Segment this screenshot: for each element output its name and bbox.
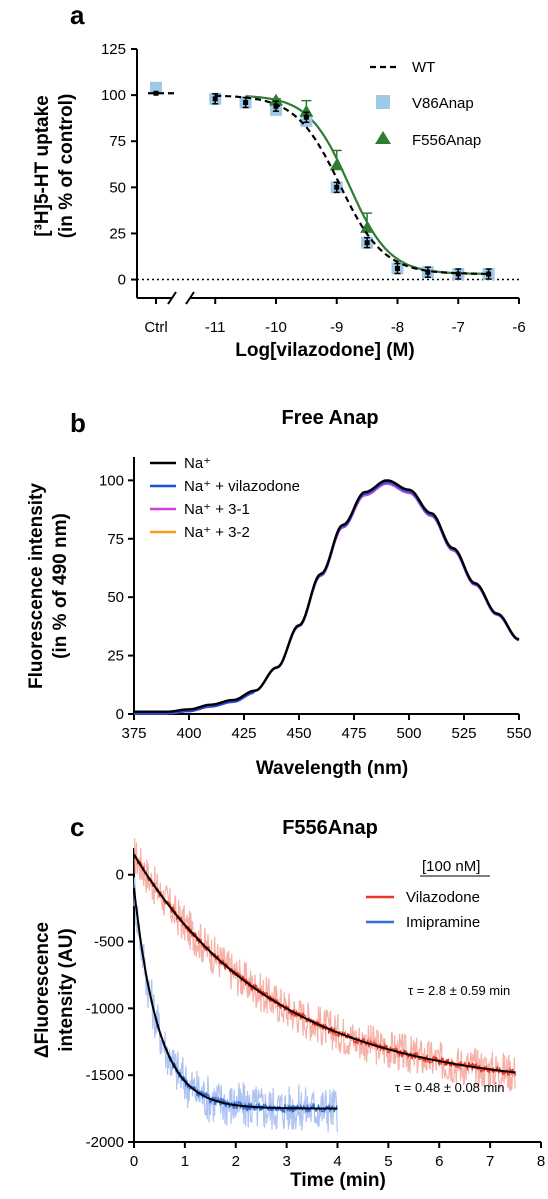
panel-b-xtick-label: 475 [341,725,366,742]
panel-c-trace-1 [133,884,338,1114]
panel-b-ytick-label: 75 [107,531,124,548]
panel-c-ytick-label: 0 [116,867,124,884]
panel-c-error-band-0 [133,837,517,1092]
panel-a-fit-wt [215,94,489,275]
panel-c-fit-1 [133,887,337,1110]
panel-b-ylabel-line2: (in % of 490 nm) [50,513,71,659]
panel-c-error-band-1 [133,877,338,1133]
panel-a-point-wt [364,240,370,246]
panel-a-ytick-label: 100 [101,87,126,104]
panel-b-xtick-label: 400 [176,725,201,742]
panel-c-xtick-label: 4 [333,1153,341,1170]
panel-c-trace-0 [133,853,517,1077]
panel-c-legend-label-0: Vilazodone [406,889,480,906]
panel-a-xtick-label: -8 [391,319,404,336]
panel-c-xtick-label: 6 [435,1153,443,1170]
panel-b-xtick-label: 525 [451,725,476,742]
panel-c-xtick-label: 3 [282,1153,290,1170]
panel-b-legend-label-3: Na⁺ + 3-2 [184,524,250,541]
panel-c-xtick-label: 8 [537,1153,545,1170]
panel-a-point-f556anap [360,220,375,233]
panel-a-legend-label-v86anap: V86Anap [412,95,474,112]
panel-b-ytick-label: 25 [107,648,124,665]
panel-b-line-series-0 [134,479,520,713]
panel-c-xlabel: Time (min) [290,1170,386,1191]
panel-a-xlabel: Log[vilazodone] (M) [235,340,414,361]
panel-a-point-wt [243,99,249,105]
panel-b: b Free Anap Fluorescence intensity (in %… [26,407,532,779]
panel-a-ytick-label: 125 [101,41,126,58]
panel-a-ctrl-point-wt [153,90,159,96]
panel-b-xtick-label: 450 [286,725,311,742]
panel-a-ylabel-line1: [³H]5-HT uptake [32,95,53,236]
panel-b-ytick-label: 50 [107,589,124,606]
panel-c-legend-header: [100 nM] [422,858,480,875]
panel-c-xtick-label: 1 [181,1153,189,1170]
panel-a-xtick-label: -10 [265,319,287,336]
panel-b-ytick-label: 0 [116,706,124,723]
panel-a-xtick-label: -6 [512,319,525,336]
panel-c-annotation-vilazodone: τ = 2.8 ± 0.59 min [408,983,510,998]
panel-a-ytick-label: 75 [109,133,126,150]
panel-a-ctrl-tick: Ctrl [144,319,167,336]
panel-c-ytick-label: -1500 [86,1067,124,1084]
panel-a-point-f556anap [329,158,344,171]
panel-a-ytick-label: 50 [109,179,126,196]
panel-a-legend-label-f556anap: F556Anap [412,132,481,149]
panel-a-legend-label-wt: WT [412,59,435,76]
panel-a-ctrl-point-v86anap [150,81,162,94]
panel-c-fit-0 [133,854,516,1074]
panel-c-ylabel-line2: intensity (AU) [56,928,77,1052]
panel-b-legend-label-1: Na⁺ + vilazodone [184,478,300,495]
panel-a-point-wt [334,184,340,190]
panel-a-xtick-label: -9 [330,319,343,336]
panel-b-ytick-label: 100 [99,472,124,489]
panel-b-xtick-label: 500 [396,725,421,742]
panel-a-point-wt [425,269,431,275]
panel-b-xtick-label: 375 [121,725,146,742]
panel-a: a [³H]5-HT uptake (in % of control) Log[… [32,0,526,361]
panel-a-legend-swatch-f556anap [375,131,391,144]
panel-a-point-wt [212,96,218,102]
panel-a-legend-swatch-v86anap [376,95,390,109]
panel-a-axis-break-right [185,291,195,305]
panel-c: c F556Anap ΔFluorescence intensity (AU) … [32,812,545,1191]
panel-c-letter: c [70,812,84,842]
panel-a-point-wt [303,114,309,120]
panel-b-letter: b [70,408,86,438]
panel-a-ytick-label: 25 [109,225,126,242]
panel-c-title: F556Anap [282,817,378,839]
panel-b-legend-label-2: Na⁺ + 3-1 [184,501,250,518]
panel-b-xtick-label: 550 [506,725,531,742]
panel-b-legend-label-0: Na⁺ [184,455,211,472]
panel-a-point-wt [273,103,279,109]
panel-a-point-wt [486,271,492,277]
panel-c-legend-label-1: Imipramine [406,914,480,931]
panel-b-ylabel-line1: Fluorescence intensity [26,483,47,689]
panel-a-xtick-label: -11 [205,319,226,336]
panel-b-line-series-2 [134,482,520,715]
panel-a-ytick-label: 0 [118,272,126,289]
panel-a-point-f556anap [299,104,314,117]
panel-b-xlabel: Wavelength (nm) [256,758,408,779]
panel-a-axis-break-left [167,291,177,305]
panel-c-ytick-label: -500 [94,934,124,951]
panel-c-ytick-label: -1000 [86,1000,124,1017]
panel-c-xtick-label: 2 [232,1153,240,1170]
panel-c-ytick-label: -2000 [86,1134,124,1151]
panel-a-ylabel-line2: (in % of control) [56,94,77,239]
panel-c-annotation-imipramine: τ = 0.48 ± 0.08 min [395,1080,504,1095]
panel-a-point-wt [455,271,461,277]
panel-a-point-wt [394,265,400,271]
panel-a-point-f556anap [268,93,283,106]
panel-c-xtick-label: 0 [130,1153,138,1170]
panel-c-ylabel-line1: ΔFluorescence [32,922,53,1058]
panel-a-letter: a [70,0,85,30]
panel-c-xtick-label: 7 [486,1153,494,1170]
panel-c-xtick-label: 5 [384,1153,392,1170]
panel-b-title: Free Anap [281,407,378,429]
panel-b-xtick-label: 425 [231,725,256,742]
panel-a-xtick-label: -7 [452,319,465,336]
